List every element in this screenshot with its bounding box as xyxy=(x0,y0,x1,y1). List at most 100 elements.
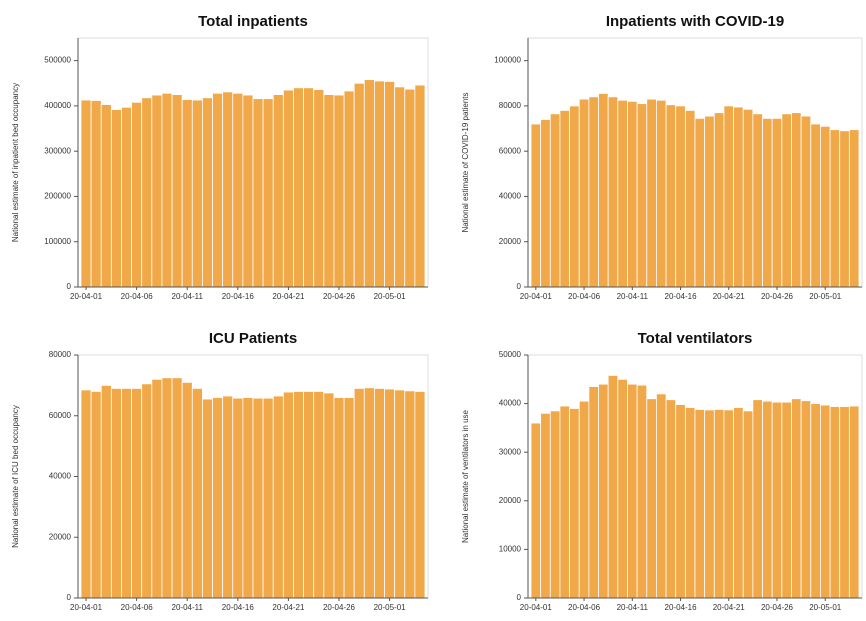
bar xyxy=(232,92,244,288)
bar xyxy=(752,113,763,288)
bar xyxy=(598,93,609,288)
x-tick-label: 20-04-11 xyxy=(617,292,649,301)
bar xyxy=(569,105,580,288)
bar xyxy=(353,82,365,288)
y-tick-label: 300000 xyxy=(44,146,71,155)
bar xyxy=(559,405,570,599)
bar xyxy=(323,392,335,599)
bar xyxy=(781,113,792,288)
bar xyxy=(303,391,315,599)
bar xyxy=(675,105,686,288)
bar xyxy=(713,409,725,599)
y-axis-label: National estimate of ICU bed occupancy xyxy=(11,405,20,548)
bar xyxy=(262,98,274,288)
bar xyxy=(90,100,102,288)
x-tick-label: 20-04-06 xyxy=(568,603,601,612)
bar xyxy=(762,117,773,288)
bar xyxy=(800,400,812,599)
bar xyxy=(313,89,325,288)
bar xyxy=(404,390,416,599)
x-tick-label: 20-04-01 xyxy=(70,603,103,612)
y-tick-label: 20000 xyxy=(49,532,72,541)
bar xyxy=(781,401,792,599)
bar xyxy=(607,96,619,288)
bar xyxy=(191,99,203,288)
bar xyxy=(363,387,375,599)
bar xyxy=(598,383,609,599)
x-tick-label: 20-04-11 xyxy=(172,603,204,612)
bar xyxy=(252,397,264,599)
y-tick-label: 40000 xyxy=(49,472,72,481)
bar xyxy=(771,117,783,288)
bar xyxy=(627,383,638,599)
bar xyxy=(848,129,860,288)
x-tick-label: 20-04-16 xyxy=(665,292,698,301)
bar xyxy=(771,401,783,599)
y-tick-label: 80000 xyxy=(499,101,522,110)
bar xyxy=(282,89,294,288)
x-tick-label: 20-04-06 xyxy=(568,292,601,301)
bar xyxy=(839,130,850,288)
bar xyxy=(272,94,284,288)
bar xyxy=(272,395,284,599)
x-tick-label: 20-04-21 xyxy=(272,292,305,301)
bar xyxy=(578,400,590,599)
bar xyxy=(559,110,570,288)
bar xyxy=(202,398,213,599)
bar xyxy=(394,389,406,599)
bar xyxy=(791,398,802,599)
bar xyxy=(212,92,224,288)
bar xyxy=(252,98,264,288)
bar xyxy=(704,115,715,288)
bar xyxy=(151,94,163,288)
bar xyxy=(733,407,744,599)
bar xyxy=(540,412,551,599)
bar xyxy=(80,99,92,288)
x-tick-label: 20-04-01 xyxy=(70,292,103,301)
bar xyxy=(752,399,763,599)
bar xyxy=(636,103,648,288)
bar xyxy=(704,409,715,599)
bar xyxy=(181,381,193,599)
y-tick-label: 30000 xyxy=(499,447,522,456)
y-tick-label: 500000 xyxy=(44,56,71,65)
bar xyxy=(607,375,619,599)
bar xyxy=(90,391,102,599)
bar xyxy=(131,388,143,599)
y-tick-label: 40000 xyxy=(499,192,522,201)
x-tick-label: 20-05-01 xyxy=(374,292,407,301)
bar xyxy=(414,391,426,599)
bar xyxy=(665,399,677,599)
bar xyxy=(242,94,254,288)
bar xyxy=(656,393,667,599)
bar xyxy=(684,110,696,288)
y-tick-label: 20000 xyxy=(499,237,522,246)
bar xyxy=(646,98,657,288)
bar xyxy=(404,88,416,288)
y-axis-label: National estimate of COVID-19 patients xyxy=(461,92,470,232)
y-tick-label: 200000 xyxy=(44,192,71,201)
bar xyxy=(384,81,396,288)
bar xyxy=(80,389,92,599)
bar xyxy=(333,94,345,288)
y-tick-label: 0 xyxy=(67,593,72,602)
bar xyxy=(713,112,725,288)
bar xyxy=(212,397,224,599)
bar xyxy=(363,79,375,288)
bar xyxy=(202,97,213,288)
x-tick-label: 20-05-01 xyxy=(809,603,842,612)
y-tick-label: 0 xyxy=(517,593,522,602)
bar xyxy=(100,104,112,288)
bar xyxy=(540,119,551,288)
bar xyxy=(530,422,542,599)
bar xyxy=(282,391,294,599)
x-tick-label: 20-04-26 xyxy=(761,292,794,301)
bar xyxy=(723,409,734,599)
bar xyxy=(694,117,706,288)
y-tick-label: 80000 xyxy=(49,350,72,359)
y-tick-label: 0 xyxy=(67,282,72,291)
x-tick-label: 20-04-01 xyxy=(520,603,553,612)
bar xyxy=(810,123,821,288)
bar xyxy=(333,397,345,599)
x-tick-label: 20-04-11 xyxy=(617,603,649,612)
